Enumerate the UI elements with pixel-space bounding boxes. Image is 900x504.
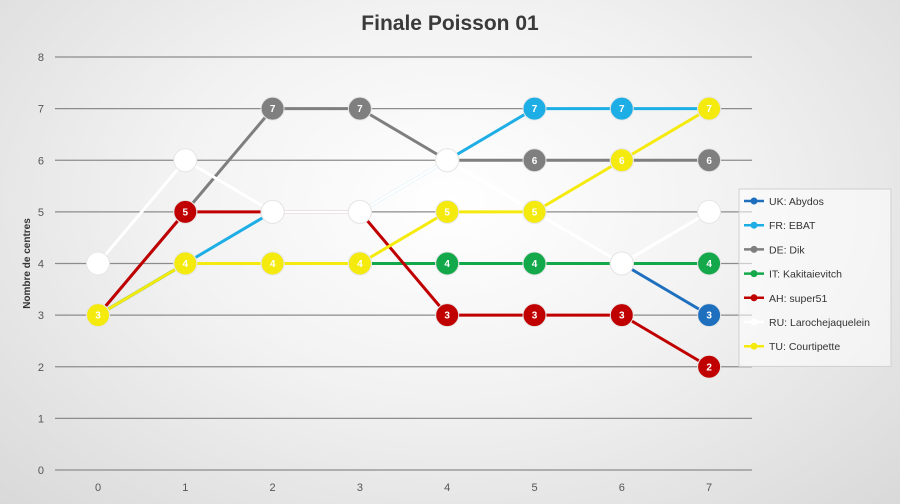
data-label: 6 <box>619 156 625 167</box>
y-tick-label: 0 <box>38 465 44 477</box>
x-tick-label: 7 <box>706 482 712 494</box>
data-label: 7 <box>619 104 625 115</box>
data-point <box>173 148 198 173</box>
chart-title: Finale Poisson 01 <box>361 12 539 35</box>
legend-swatch-marker <box>750 318 758 326</box>
y-tick-label: 3 <box>38 310 44 322</box>
y-tick-label: 5 <box>38 207 44 219</box>
data-point <box>86 251 110 276</box>
legend-swatch-marker <box>750 294 758 302</box>
y-tick-label: 7 <box>38 104 44 116</box>
legend-label: UK: Abydos <box>769 196 824 208</box>
data-label: 5 <box>183 207 189 218</box>
data-point <box>173 199 198 224</box>
legend-label: TU: Courtipette <box>769 341 840 353</box>
data-label: 4 <box>532 259 538 270</box>
data-label: 3 <box>619 311 625 322</box>
data-label: 4 <box>444 259 450 270</box>
data-point <box>697 96 722 121</box>
x-tick-label: 4 <box>444 482 450 494</box>
data-point <box>522 199 547 224</box>
data-point <box>86 303 110 328</box>
data-point <box>697 354 722 379</box>
data-label: 6 <box>706 156 712 167</box>
data-point <box>347 199 372 224</box>
x-tick-label: 5 <box>531 482 537 494</box>
x-tick-label: 1 <box>182 482 188 494</box>
legend-swatch-marker <box>750 197 758 205</box>
data-label: 7 <box>706 104 712 115</box>
legend-label: AH: super51 <box>769 293 828 305</box>
data-point <box>697 251 722 276</box>
x-tick-label: 3 <box>357 482 363 494</box>
y-tick-label: 6 <box>38 155 44 167</box>
y-tick-label: 4 <box>38 259 44 271</box>
data-label: 7 <box>357 104 363 115</box>
data-label: 4 <box>183 259 189 270</box>
legend-swatch-marker <box>750 342 758 350</box>
data-label: 7 <box>270 104 276 115</box>
data-point <box>522 148 547 173</box>
data-label: 3 <box>444 311 450 322</box>
data-point <box>435 251 460 276</box>
data-point <box>697 148 722 173</box>
data-label: 3 <box>706 311 712 322</box>
data-point <box>260 251 285 276</box>
data-label: 3 <box>95 311 101 322</box>
data-point <box>435 148 460 173</box>
series-line <box>96 107 710 317</box>
legend-box <box>738 188 892 367</box>
data-point <box>260 199 285 224</box>
y-axis-title: Nombre de centres <box>22 218 33 309</box>
x-tick-label: 6 <box>619 482 625 494</box>
data-label: 4 <box>357 259 363 270</box>
x-tick-label: 2 <box>270 482 276 494</box>
series-line <box>96 210 710 369</box>
y-tick-label: 8 <box>38 52 44 64</box>
series-line <box>97 107 710 317</box>
data-point <box>260 96 285 121</box>
legend-label: IT: Kakitaievitch <box>769 269 842 281</box>
data-label: 5 <box>532 207 538 218</box>
data-point <box>697 199 722 224</box>
legend-swatch-marker <box>750 270 758 278</box>
data-point <box>609 96 634 121</box>
legend-swatch-marker <box>750 221 758 229</box>
data-point <box>347 251 372 276</box>
data-label: 7 <box>532 104 538 115</box>
data-point <box>609 303 634 328</box>
y-tick-label: 1 <box>38 413 44 425</box>
data-point <box>435 199 460 224</box>
data-label: 3 <box>532 311 538 322</box>
data-point <box>435 303 460 328</box>
legend: UK: Abydos FR: EBAT DE: Dik IT: Kakitaievit… <box>738 188 892 367</box>
y-tick-label: 2 <box>38 362 44 374</box>
x-tick-label: 0 <box>95 482 101 494</box>
series-line <box>96 158 710 265</box>
data-point <box>609 148 634 173</box>
legend-label: DE: Dik <box>769 244 805 256</box>
data-point <box>522 251 547 276</box>
data-point <box>522 96 547 121</box>
data-label: 5 <box>444 207 450 218</box>
legend-label: RU: Larochejaquelein <box>769 317 870 329</box>
data-label: 2 <box>706 362 712 373</box>
data-point <box>347 96 372 121</box>
data-label: 6 <box>532 156 538 167</box>
data-point <box>173 251 198 276</box>
data-point <box>697 303 722 328</box>
series-lines: 3 7 7 7 7 6 6 4 4 4 5 3 3 3 2 3 4 4 4 5 5 6 7 <box>86 96 722 379</box>
legend-swatch-marker <box>750 245 758 253</box>
data-label: 4 <box>706 259 712 270</box>
data-label: 4 <box>270 259 276 270</box>
data-point <box>609 251 634 276</box>
data-point <box>522 303 547 328</box>
axis-labels: 0 1 2 3 4 5 6 7 8 0 1 2 3 4 5 6 7 Nombre de centres <box>22 52 712 494</box>
legend-label: FR: EBAT <box>769 220 816 232</box>
